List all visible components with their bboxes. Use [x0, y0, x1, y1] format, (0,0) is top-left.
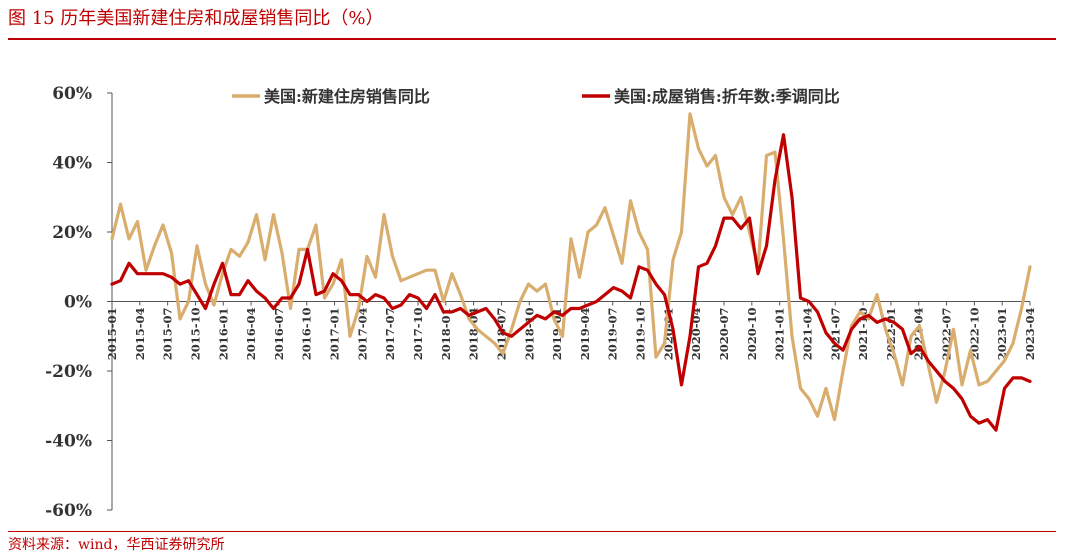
y-tick-label: -40%	[45, 432, 92, 452]
x-tick-label: 2017-01	[328, 308, 342, 361]
x-tick-label: 2015-10	[188, 308, 202, 361]
y-axis: -60% -40% -20% 0% 20% 40% 60%	[45, 84, 113, 521]
y-tick-label: 0%	[64, 293, 92, 313]
x-tick-label: 2017-07	[383, 308, 397, 361]
legend-label: 美国:成屋销售:折年数:季调同比	[614, 87, 840, 106]
legend: 美国:新建住房销售同比 美国:成屋销售:折年数:季调同比	[232, 87, 840, 106]
y-tick-label: -20%	[45, 362, 92, 382]
x-tick-label: 2019-04	[578, 308, 592, 361]
series-layer	[110, 112, 1032, 432]
figure-title: 图 15 历年美国新建住房和成屋销售同比（%）	[8, 8, 384, 29]
x-tick-label: 2016-07	[272, 308, 286, 361]
x-tick-label: 2022-10	[967, 308, 981, 361]
x-tick-label: 2017-04	[355, 308, 369, 361]
source-note: 资料来源：wind，华西证券研究所	[8, 537, 225, 553]
legend-item-1: 美国:新建住房销售同比	[232, 87, 430, 106]
x-tick-label: 2019-10	[634, 308, 648, 361]
header-rule	[8, 38, 1056, 40]
x-tick-label: 2016-04	[244, 308, 258, 361]
y-tick-label: -60%	[45, 501, 92, 521]
figure-header: 图 15 历年美国新建住房和成屋销售同比（%）	[0, 0, 1080, 40]
x-tick-label: 2021-01	[773, 308, 787, 361]
series-line-1	[110, 112, 1032, 422]
legend-label: 美国:新建住房销售同比	[264, 87, 430, 106]
x-tick-label: 2023-01	[995, 308, 1009, 361]
series-line-2	[110, 133, 1032, 432]
x-tick-label: 2015-01	[105, 308, 119, 361]
x-tick-label: 2019-07	[606, 308, 620, 361]
y-tick-label: 60%	[52, 84, 92, 104]
x-tick-label: 2023-04	[1023, 308, 1037, 361]
legend-item-2: 美国:成屋销售:折年数:季调同比	[582, 87, 840, 106]
x-tick-label: 2016-01	[216, 308, 230, 361]
x-tick-label: 2018-10	[522, 308, 536, 361]
x-tick-label: 2017-10	[411, 308, 425, 361]
footer-rule	[8, 531, 1056, 532]
x-tick-label: 2015-07	[161, 308, 175, 361]
x-tick-label: 2020-07	[717, 308, 731, 361]
x-tick-label: 2016-10	[300, 308, 314, 361]
x-tick-label: 2021-07	[828, 308, 842, 361]
x-tick-label: 2015-04	[133, 308, 147, 361]
y-tick-label: 40%	[52, 154, 92, 174]
line-chart: -60%-40%-20%0%20%40%60% 2015-01 2015-04 20…	[45, 84, 1037, 521]
x-tick-label: 2021-04	[800, 308, 814, 361]
x-tick-label: 2020-10	[745, 308, 759, 361]
x-tick-label: 2018-01	[439, 308, 453, 361]
y-tick-label: 20%	[52, 223, 92, 243]
x-axis: 2015-01 2015-04 2015-07 2015-10 2016-01 2016-…	[105, 301, 1037, 361]
x-tick-label: 2022-04	[912, 308, 926, 361]
